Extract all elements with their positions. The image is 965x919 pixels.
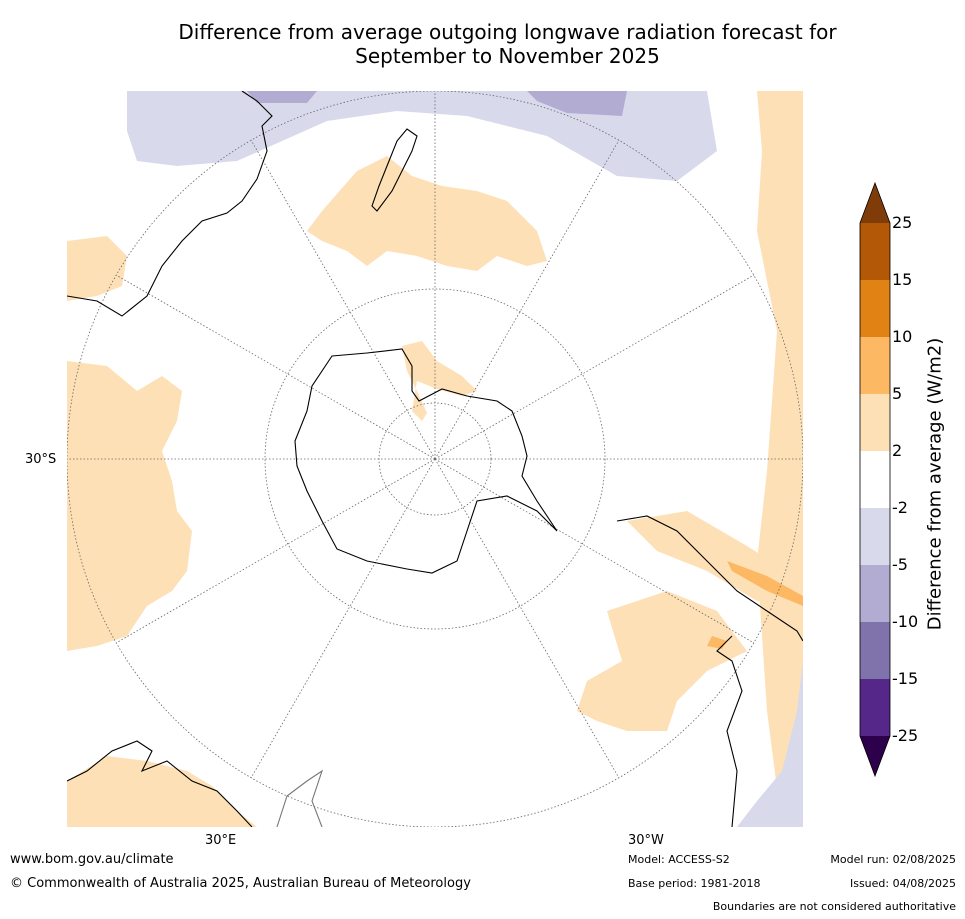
colorbar-bin xyxy=(860,280,890,337)
strong-negative-north xyxy=(247,91,627,116)
colorbar-bin xyxy=(860,565,890,622)
colorbar-bin xyxy=(860,622,890,679)
footer-model: Model: ACCESS-S2 xyxy=(628,853,730,866)
colorbar-bin xyxy=(860,451,890,508)
new-zealand-coast xyxy=(371,128,418,212)
colorbar-tick-label: 10 xyxy=(892,327,913,346)
colorbar-extend-high xyxy=(860,183,890,223)
colorbar-title: Difference from average (W/m2) xyxy=(924,337,946,631)
title-line-1: Difference from average outgoing longwav… xyxy=(178,20,837,44)
colorbar-tick-label: -10 xyxy=(892,612,919,631)
colorbar-bin xyxy=(860,394,890,451)
footer-website: www.bom.gov.au/climate xyxy=(10,852,174,867)
africa-coast xyxy=(67,740,253,827)
positive-anomaly-west-upper xyxy=(67,236,127,301)
colorbar-outline xyxy=(859,181,891,778)
title-line-2: September to November 2025 xyxy=(355,44,660,68)
colorbar-tick-label: 25 xyxy=(892,213,913,232)
colorbar-tick-label: 2 xyxy=(892,441,903,460)
africa-inner xyxy=(276,769,324,827)
colorbar-tick-label: 15 xyxy=(892,270,913,289)
colorbar-tick-label: -5 xyxy=(892,555,908,574)
colorbar-bin xyxy=(860,679,890,736)
lon-label-30w: 30°W xyxy=(628,833,664,848)
positive-anomaly-australia xyxy=(307,156,547,271)
positive-anomaly-east-edge xyxy=(757,91,803,827)
footer-issued: Issued: 04/08/2025 xyxy=(849,877,956,890)
lon-label-30e: 30°E xyxy=(205,833,237,848)
colorbar-tick-label: -25 xyxy=(892,726,919,745)
positive-anomaly-africa xyxy=(67,756,257,827)
colorbar-bin xyxy=(860,223,890,280)
south-america-coast xyxy=(616,515,803,642)
footer-copyright: © Commonwealth of Australia 2025, Austra… xyxy=(10,876,471,891)
footer-model-run: Model run: 02/08/2025 xyxy=(830,853,956,866)
positive-anomaly-west xyxy=(67,361,192,651)
graticule xyxy=(67,91,803,827)
footer-disclaimer: Boundaries are not considered authoritat… xyxy=(712,900,956,913)
footer-base-period: Base period: 1981-2018 xyxy=(628,877,761,890)
anomaly-fields xyxy=(67,91,803,827)
antarctica-coast xyxy=(294,348,558,574)
colorbar-tick-label: -15 xyxy=(892,669,919,688)
moderate-positive-andes xyxy=(707,561,803,649)
south-america-tip xyxy=(716,635,743,827)
colorbar-tick-label: -2 xyxy=(892,498,908,517)
negative-anomaly-north xyxy=(127,91,717,181)
australia-coast xyxy=(67,91,273,317)
colorbar-bin xyxy=(860,337,890,394)
polar-map xyxy=(67,91,803,827)
positive-anomaly-south-america xyxy=(577,591,747,731)
colorbar xyxy=(859,181,891,778)
colorbar-tick-label: 5 xyxy=(892,384,903,403)
coastlines xyxy=(67,91,803,827)
lat-label-30s: 30°S xyxy=(25,452,57,467)
chart-title: Difference from average outgoing longwav… xyxy=(0,20,965,68)
positive-anomaly-peninsula xyxy=(402,341,477,421)
colorbar-bin xyxy=(860,508,890,565)
negative-anomaly-southeast xyxy=(737,661,803,827)
colorbar-extend-low xyxy=(860,736,890,776)
